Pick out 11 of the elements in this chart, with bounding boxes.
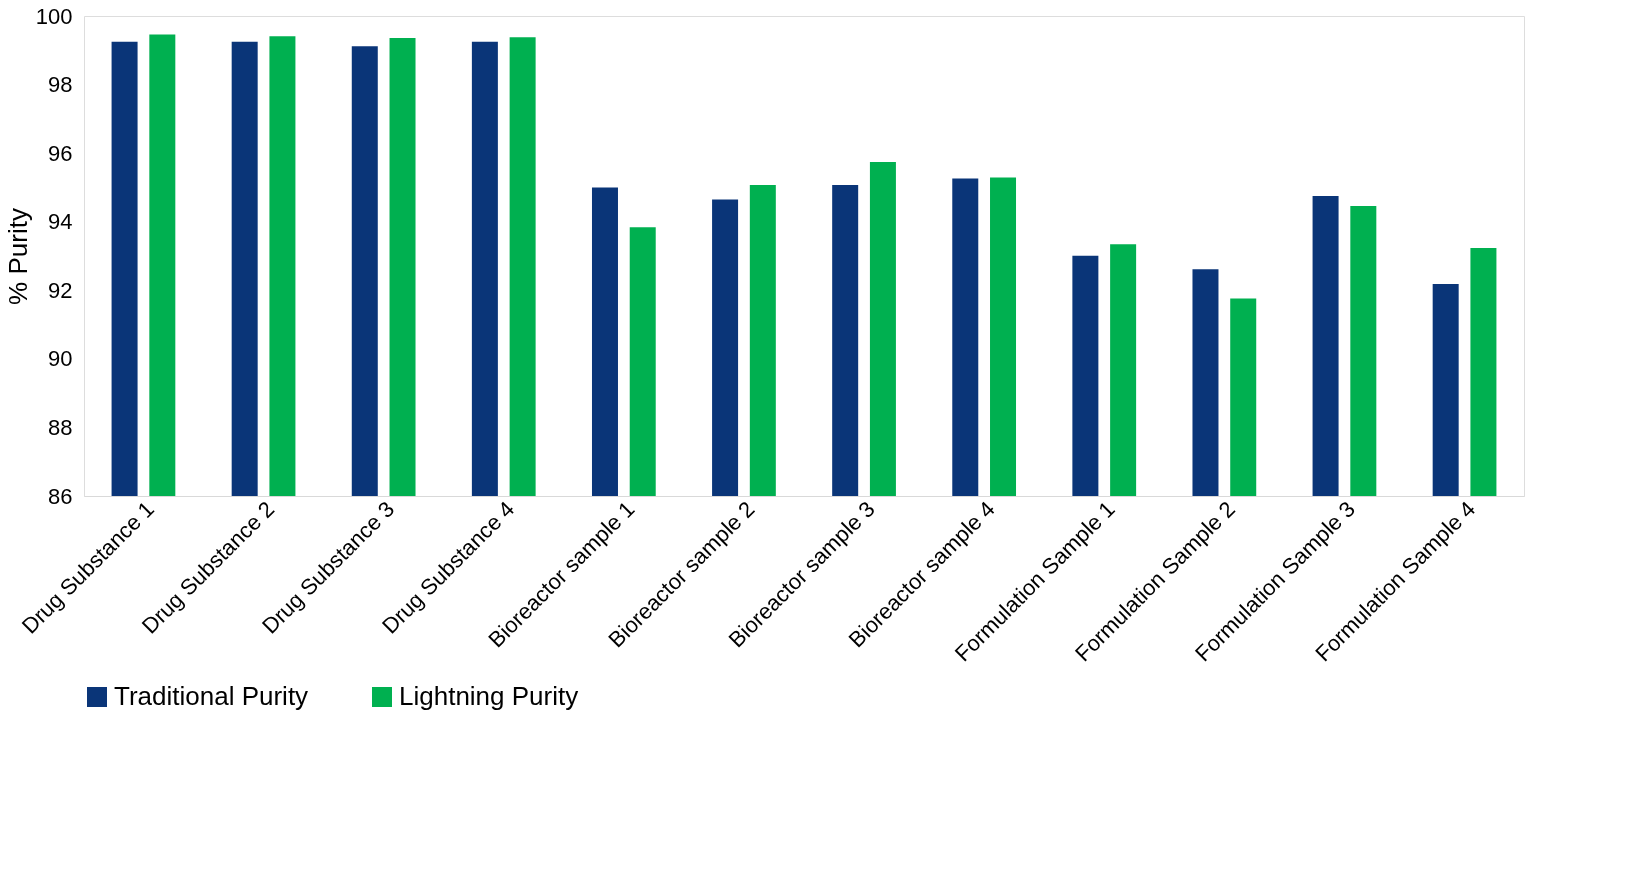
y-tick-label: 88 <box>48 414 73 440</box>
y-tick-label: 92 <box>48 277 73 303</box>
y-tick-label: 96 <box>48 140 73 166</box>
legend-label: Traditional Purity <box>114 681 309 711</box>
y-tick-label: 100 <box>35 3 73 29</box>
legend-label: Lightning Purity <box>399 681 579 711</box>
y-axis-title: % Purity <box>2 208 33 305</box>
y-tick-label: 86 <box>48 483 73 509</box>
y-tick-label: 98 <box>48 72 73 98</box>
y-tick-label: 90 <box>48 346 73 372</box>
y-tick-label: 94 <box>48 209 73 235</box>
